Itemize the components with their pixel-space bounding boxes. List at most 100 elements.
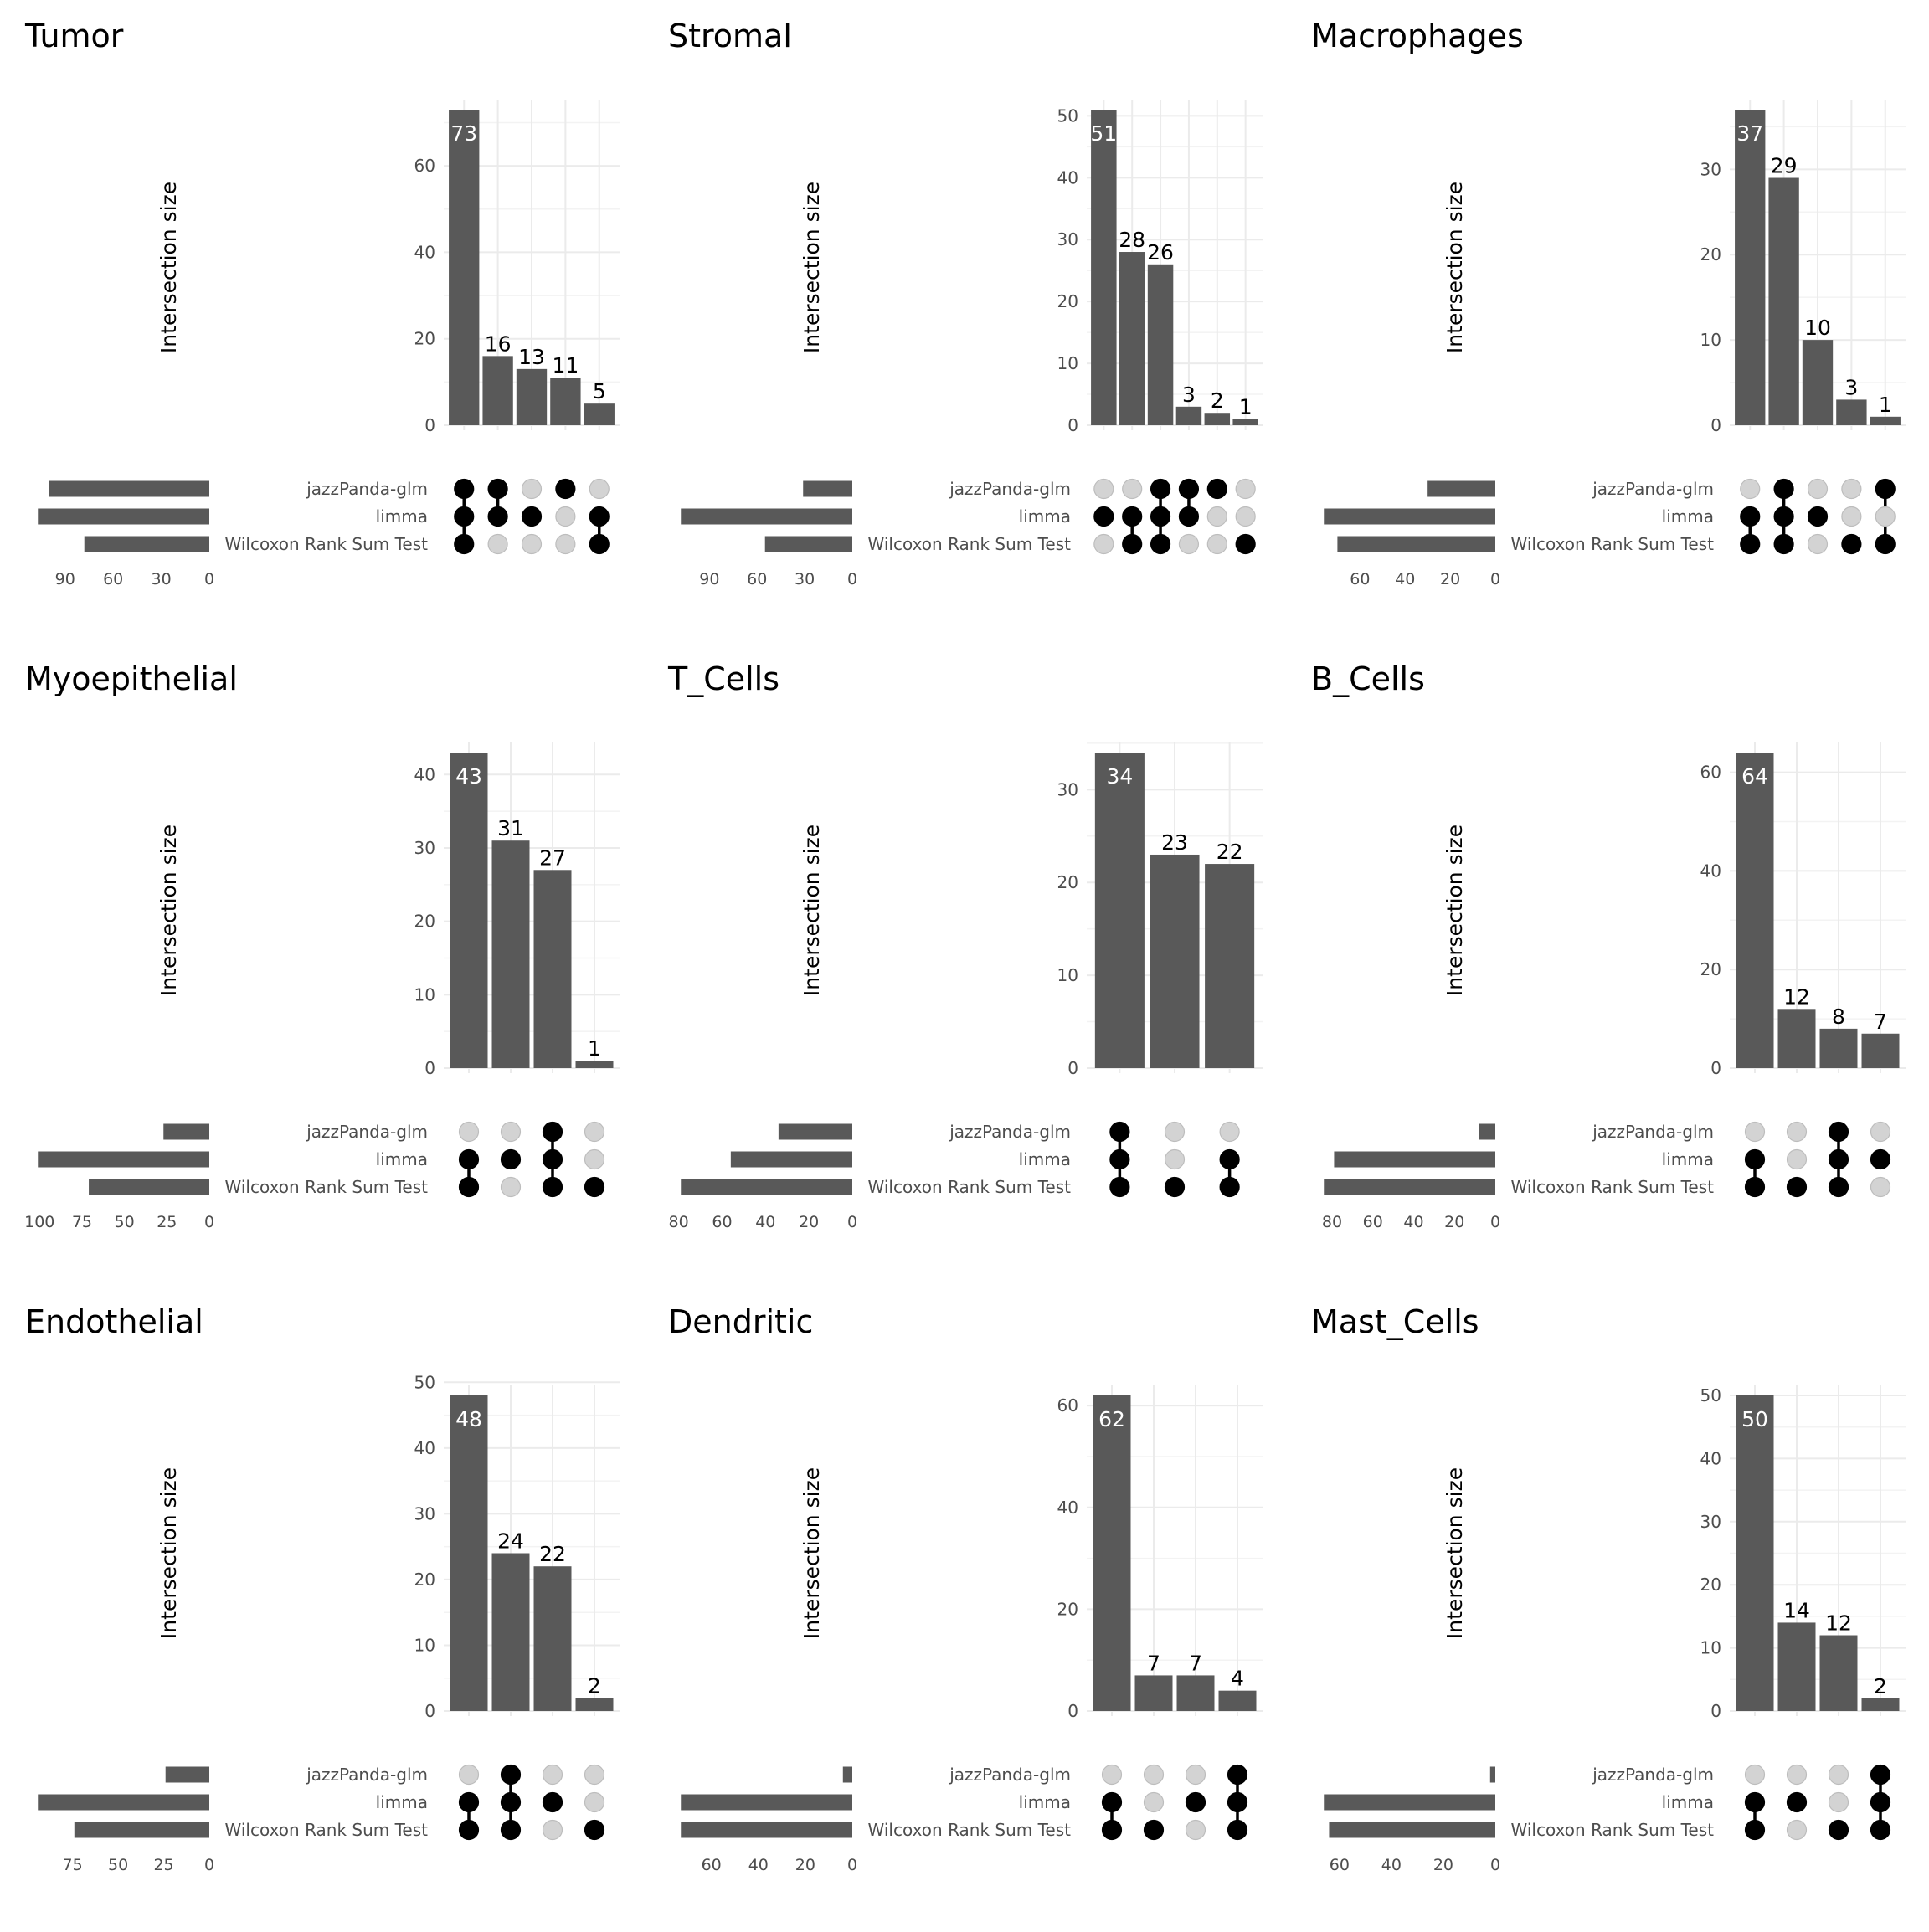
set-name-label: limma — [376, 1149, 428, 1169]
bar-count-label: 8 — [1832, 1005, 1845, 1029]
bar-count-label: 1 — [588, 1036, 601, 1061]
matrix-dot-active — [1807, 506, 1829, 527]
set-size-tick-label: 50 — [108, 1856, 128, 1874]
panel-title: Myoepithelial — [25, 660, 238, 697]
matrix-dot-active — [1164, 1176, 1186, 1198]
y-tick-label: 0 — [1067, 415, 1078, 435]
matrix-dot-inactive — [1841, 478, 1862, 500]
set-size-bar — [89, 1179, 209, 1195]
y-tick-label: 40 — [414, 764, 435, 784]
matrix-dot-inactive — [542, 1819, 563, 1841]
set-size-bar — [842, 1766, 852, 1783]
set-size-tick-label: 60 — [1330, 1856, 1350, 1874]
matrix-dot-inactive — [1807, 533, 1829, 555]
upset-panel-myoepithelial: Myoepithelial 0 10 20 30 40 Intersection size 4… — [0, 643, 643, 1286]
set-name-label: jazzPanda-glm — [1592, 479, 1714, 499]
y-tick-label: 10 — [1700, 1638, 1721, 1658]
intersection-bar — [1819, 1028, 1858, 1068]
set-size-tick-label: 75 — [63, 1856, 83, 1874]
y-tick-label: 30 — [414, 1503, 435, 1524]
upset-panel-tumor: Tumor 0 20 40 60 Intersection size 73 16 13 11 5 ja… — [0, 0, 643, 643]
matrix-dot-inactive — [1841, 506, 1862, 527]
set-size-bar — [38, 508, 209, 525]
set-size-tick-label: 30 — [151, 570, 171, 588]
upset-svg: Dendritic 0 20 40 60 Intersection size 62 7 7 4 ja… — [668, 1303, 1263, 1874]
y-tick-label: 50 — [414, 1372, 435, 1392]
matrix-dot-active — [1178, 478, 1200, 500]
y-axis-label: Intersection size — [157, 182, 181, 353]
set-size-bar — [1489, 1766, 1495, 1783]
y-tick-label: 50 — [1057, 105, 1078, 126]
matrix-dot-active — [487, 478, 508, 500]
y-tick-label: 20 — [1700, 959, 1721, 979]
upset-panel-dendritic: Dendritic 0 20 40 60 Intersection size 62 7 7 4 ja… — [643, 1286, 1286, 1929]
set-size-bar — [38, 1151, 209, 1168]
matrix-dot-active — [1875, 533, 1896, 555]
set-name-label: limma — [376, 1792, 428, 1812]
bar-count-label: 73 — [450, 121, 477, 146]
set-size-tick-label: 20 — [1444, 1213, 1464, 1231]
matrix-dot-inactive — [1828, 1791, 1849, 1813]
matrix-dot-inactive — [1807, 478, 1829, 500]
bar-count-label: 22 — [1217, 840, 1243, 864]
bar-count-label: 26 — [1147, 240, 1174, 265]
bar-count-label: 11 — [552, 353, 579, 378]
bar-count-label: 16 — [485, 331, 512, 356]
y-tick-label: 10 — [414, 1635, 435, 1655]
set-name-label: limma — [1662, 506, 1714, 527]
matrix-dot-inactive — [1744, 1121, 1766, 1143]
y-tick-label: 30 — [1057, 229, 1078, 249]
y-tick-label: 60 — [1057, 1395, 1078, 1416]
matrix-dot-inactive — [584, 1791, 605, 1813]
intersection-bar — [1094, 753, 1145, 1068]
matrix-dot-active — [1178, 506, 1200, 527]
y-tick-label: 0 — [424, 415, 435, 435]
set-size-tick-label: 0 — [204, 1856, 214, 1874]
matrix-dot-inactive — [487, 533, 508, 555]
matrix-dot-inactive — [1143, 1791, 1165, 1813]
set-name-label: jazzPanda-glm — [306, 1122, 428, 1142]
bar-count-label: 2 — [1211, 388, 1224, 413]
intersection-bar — [533, 1566, 572, 1711]
intersection-bar — [1091, 110, 1117, 425]
intersection-bar — [1802, 340, 1834, 425]
bar-count-label: 1 — [1239, 395, 1253, 419]
y-tick-label: 60 — [1700, 763, 1721, 783]
matrix-dot-active — [1744, 1819, 1766, 1841]
matrix-dot-active — [1227, 1791, 1248, 1813]
upset-panel-endothelial: Endothelial 0 10 20 30 40 50 Intersection size 4… — [0, 1286, 643, 1929]
bar-count-label: 14 — [1783, 1598, 1810, 1622]
set-size-tick-label: 90 — [699, 570, 719, 588]
intersection-bar — [1768, 177, 1799, 425]
set-size-bar — [163, 1123, 209, 1140]
matrix-dot-inactive — [1093, 533, 1114, 555]
intersection-bar — [491, 1553, 530, 1711]
intersection-bar — [1205, 864, 1255, 1068]
y-tick-label: 20 — [1700, 1575, 1721, 1595]
set-size-bar — [49, 480, 210, 497]
set-size-bar — [1337, 536, 1495, 552]
intersection-bar — [584, 403, 615, 425]
bar-count-label: 3 — [1844, 375, 1858, 399]
matrix-dot-active — [1841, 533, 1862, 555]
set-size-tick-label: 0 — [1490, 1856, 1500, 1874]
matrix-dot-inactive — [1235, 506, 1256, 527]
set-name-label: limma — [1019, 1149, 1071, 1169]
intersection-bar — [1836, 399, 1867, 425]
matrix-dot-active — [1870, 1764, 1891, 1786]
matrix-dot-inactive — [521, 533, 543, 555]
set-size-tick-label: 40 — [1403, 1213, 1423, 1231]
panel-title: Stromal — [668, 18, 792, 54]
bar-count-label: 5 — [593, 379, 606, 403]
set-size-bar — [1324, 1794, 1495, 1811]
intersection-bar — [575, 1061, 614, 1068]
set-size-bar — [38, 1794, 209, 1811]
set-size-tick-label: 20 — [795, 1856, 815, 1874]
set-size-bar — [1324, 508, 1495, 525]
intersection-bar — [1175, 406, 1202, 425]
y-axis-label: Intersection size — [157, 825, 181, 996]
bar-count-label: 29 — [1771, 154, 1798, 178]
matrix-dot-active — [454, 506, 475, 527]
